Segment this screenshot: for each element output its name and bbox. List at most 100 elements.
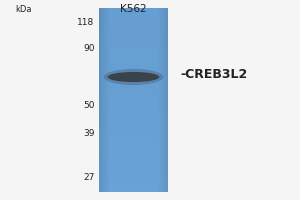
Bar	[124, 8, 125, 192]
Bar	[99, 71, 168, 72]
Text: 27: 27	[83, 173, 94, 182]
Bar	[99, 175, 168, 177]
Bar	[113, 8, 114, 192]
Bar	[159, 8, 160, 192]
Bar	[137, 8, 138, 192]
Bar	[99, 43, 168, 45]
Bar	[99, 129, 168, 131]
Bar	[121, 8, 122, 192]
Bar	[161, 8, 162, 192]
Bar	[99, 48, 168, 50]
Bar	[99, 133, 168, 135]
Bar	[99, 186, 168, 188]
Bar	[146, 8, 147, 192]
Bar	[99, 45, 168, 47]
Bar	[143, 8, 144, 192]
Bar	[138, 8, 139, 192]
Bar	[160, 8, 161, 192]
Bar	[99, 82, 168, 83]
Bar	[135, 8, 136, 192]
Bar	[164, 8, 165, 192]
Bar	[122, 8, 123, 192]
Bar	[99, 85, 168, 87]
Bar	[99, 96, 168, 98]
Bar	[107, 8, 108, 192]
Bar	[99, 144, 168, 146]
Bar	[167, 8, 168, 192]
Bar	[99, 76, 168, 78]
Bar	[99, 23, 168, 25]
Bar	[99, 174, 168, 175]
Bar	[120, 8, 121, 192]
Bar	[99, 30, 168, 32]
Bar	[99, 159, 168, 161]
Bar	[102, 8, 103, 192]
Text: K562: K562	[120, 4, 147, 14]
Bar	[99, 137, 168, 139]
Bar	[156, 8, 157, 192]
Bar	[99, 93, 168, 94]
Bar	[100, 8, 101, 192]
Bar	[99, 126, 168, 128]
Bar	[99, 102, 168, 104]
Bar	[109, 8, 110, 192]
Bar	[136, 8, 137, 192]
Bar	[99, 161, 168, 163]
Bar	[99, 170, 168, 172]
Bar	[123, 8, 124, 192]
Bar	[99, 32, 168, 34]
Bar	[99, 128, 168, 129]
Bar	[119, 8, 120, 192]
Bar	[99, 118, 168, 120]
Bar	[128, 8, 129, 192]
Bar	[126, 8, 127, 192]
Bar	[99, 142, 168, 144]
Bar	[154, 8, 155, 192]
Text: 118: 118	[77, 18, 94, 27]
Ellipse shape	[104, 69, 163, 85]
Bar	[99, 61, 168, 63]
Bar	[116, 8, 117, 192]
Bar	[112, 8, 113, 192]
Bar	[99, 140, 168, 142]
Bar	[99, 98, 168, 100]
Bar	[110, 8, 111, 192]
Bar	[99, 67, 168, 69]
Bar	[153, 8, 154, 192]
Text: 39: 39	[83, 129, 94, 138]
Bar	[99, 131, 168, 133]
Bar	[99, 120, 168, 122]
Bar	[99, 15, 168, 17]
Bar	[127, 8, 128, 192]
Bar	[99, 124, 168, 126]
Text: kDa: kDa	[15, 4, 31, 14]
Bar	[99, 83, 168, 85]
Bar	[99, 19, 168, 21]
Bar	[99, 60, 168, 61]
Bar	[157, 8, 158, 192]
Bar	[99, 10, 168, 12]
Bar	[99, 26, 168, 28]
Bar	[99, 39, 168, 41]
Bar	[99, 122, 168, 124]
Bar	[99, 17, 168, 19]
Bar	[99, 8, 168, 10]
Bar	[99, 47, 168, 48]
Bar	[150, 8, 151, 192]
Bar	[99, 58, 168, 60]
Bar	[104, 8, 105, 192]
Bar	[99, 50, 168, 52]
Bar	[99, 80, 168, 82]
Bar	[141, 8, 142, 192]
Bar	[99, 139, 168, 140]
Bar	[151, 8, 152, 192]
Bar	[99, 8, 100, 192]
Bar	[99, 21, 168, 23]
Bar	[99, 163, 168, 164]
Bar	[99, 87, 168, 89]
Bar	[99, 41, 168, 43]
Bar	[140, 8, 141, 192]
Bar	[166, 8, 167, 192]
Bar	[99, 150, 168, 152]
Bar	[99, 25, 168, 26]
